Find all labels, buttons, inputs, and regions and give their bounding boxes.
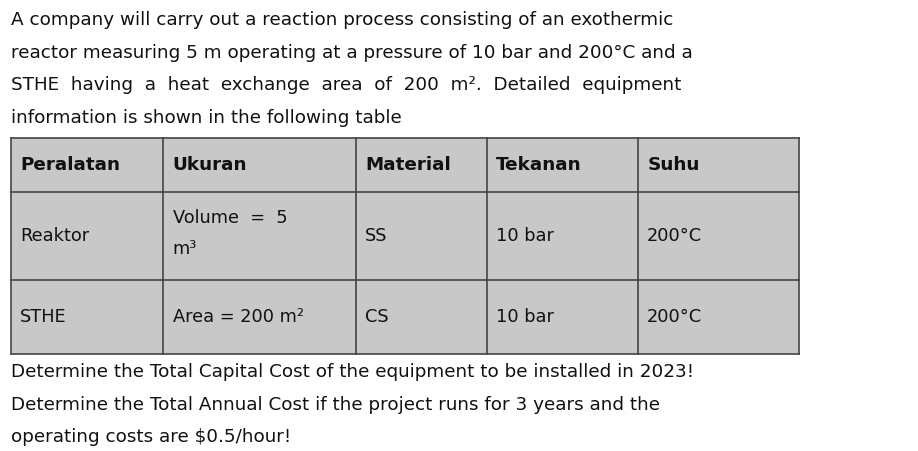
Bar (11, 138, 799, 354)
Text: Suhu: Suhu (647, 156, 700, 174)
Text: Reaktor: Reaktor (20, 227, 89, 244)
Text: 200°C: 200°C (647, 227, 702, 244)
Text: A company will carry out a reaction process consisting of an exothermic: A company will carry out a reaction proc… (11, 11, 674, 29)
Text: reactor measuring 5 m operating at a pressure of 10 bar and 200°C and a: reactor measuring 5 m operating at a pre… (11, 44, 693, 62)
Text: STHE: STHE (20, 308, 67, 326)
Text: Peralatan: Peralatan (20, 156, 120, 174)
Text: information is shown in the following table: information is shown in the following ta… (11, 109, 402, 127)
Text: Material: Material (365, 156, 451, 174)
Text: Tekanan: Tekanan (496, 156, 581, 174)
Text: STHE  having  a  heat  exchange  area  of  200  m².  Detailed  equipment: STHE having a heat exchange area of 200 … (11, 76, 681, 94)
Text: operating costs are $0.5/hour!: operating costs are $0.5/hour! (11, 428, 291, 446)
Text: Determine the Total Annual Cost if the project runs for 3 years and the: Determine the Total Annual Cost if the p… (11, 396, 660, 414)
Text: SS: SS (365, 227, 388, 244)
Text: Ukuran: Ukuran (173, 156, 247, 174)
Text: Volume  =  5: Volume = 5 (173, 209, 287, 227)
Text: m³: m³ (173, 240, 197, 258)
Text: Determine the Total Capital Cost of the equipment to be installed in 2023!: Determine the Total Capital Cost of the … (11, 363, 694, 381)
Text: 10 bar: 10 bar (496, 308, 554, 326)
Text: 200°C: 200°C (647, 308, 702, 326)
Text: CS: CS (365, 308, 389, 326)
Text: 10 bar: 10 bar (496, 227, 554, 244)
Text: Area = 200 m²: Area = 200 m² (173, 308, 304, 326)
